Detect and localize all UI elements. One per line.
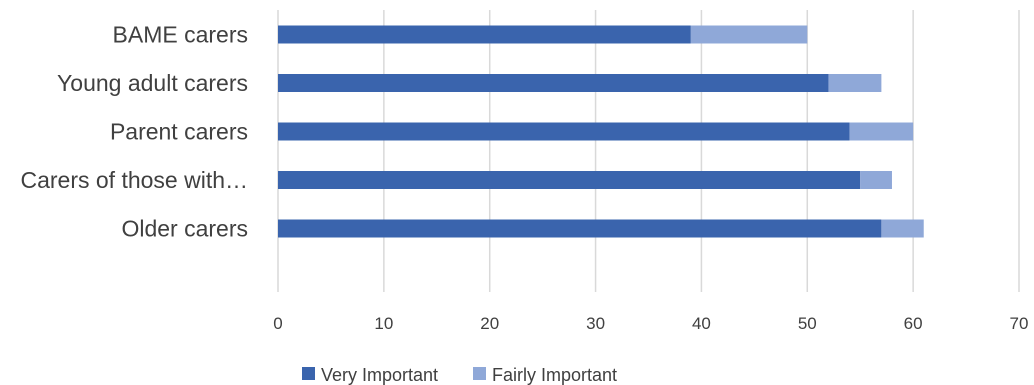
- legend-swatch-fairly-important: [473, 367, 486, 380]
- x-tick-label-20: 20: [480, 314, 499, 333]
- category-labels: BAME carers Young adult carers Parent care…: [20, 22, 248, 242]
- x-tick-label-60: 60: [904, 314, 923, 333]
- bar-fairly-important-0: [690, 25, 808, 44]
- x-tick-label-30: 30: [586, 314, 605, 333]
- category-label-1: Young adult carers: [57, 70, 248, 96]
- x-tick-label-40: 40: [692, 314, 711, 333]
- bar-fairly-important-2: [849, 122, 914, 141]
- bar-very-important-3: [278, 171, 861, 189]
- bar-fairly-important-1: [828, 74, 882, 92]
- bar-very-important-2: [278, 122, 850, 141]
- bars: [278, 25, 924, 238]
- x-tick-label-70: 70: [1010, 314, 1029, 333]
- legend-label-fairly-important: Fairly Important: [492, 365, 617, 385]
- gridlines: [277, 10, 1020, 292]
- legend-label-very-important: Very Important: [321, 365, 438, 385]
- bar-very-important-1: [278, 74, 829, 92]
- x-tick-label-10: 10: [374, 314, 393, 333]
- legend: Very Important Fairly Important: [302, 365, 617, 385]
- category-label-3: Carers of those with…: [20, 167, 248, 193]
- category-label-4: Older carers: [121, 216, 248, 242]
- x-tick-label-0: 0: [273, 314, 282, 333]
- category-label-0: BAME carers: [113, 22, 248, 48]
- category-label-2: Parent carers: [110, 119, 248, 145]
- bar-very-important-0: [278, 25, 691, 44]
- legend-swatch-very-important: [302, 367, 315, 380]
- bar-very-important-4: [278, 219, 882, 238]
- x-axis-tick-labels: 0 10 20 30 40 50 60 70: [273, 314, 1028, 333]
- x-tick-label-50: 50: [798, 314, 817, 333]
- bar-fairly-important-3: [860, 171, 892, 189]
- bar-fairly-important-4: [881, 219, 924, 238]
